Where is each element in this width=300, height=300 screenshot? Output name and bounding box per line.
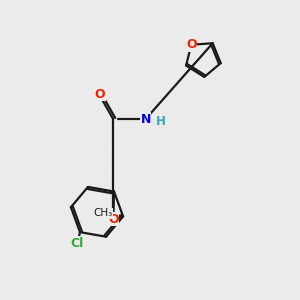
Text: N: N [140,112,151,126]
Text: O: O [108,213,119,226]
Text: H: H [156,115,166,128]
Text: Cl: Cl [70,237,84,250]
Text: O: O [186,38,196,51]
Text: O: O [94,88,105,100]
Text: CH₃: CH₃ [94,208,113,218]
